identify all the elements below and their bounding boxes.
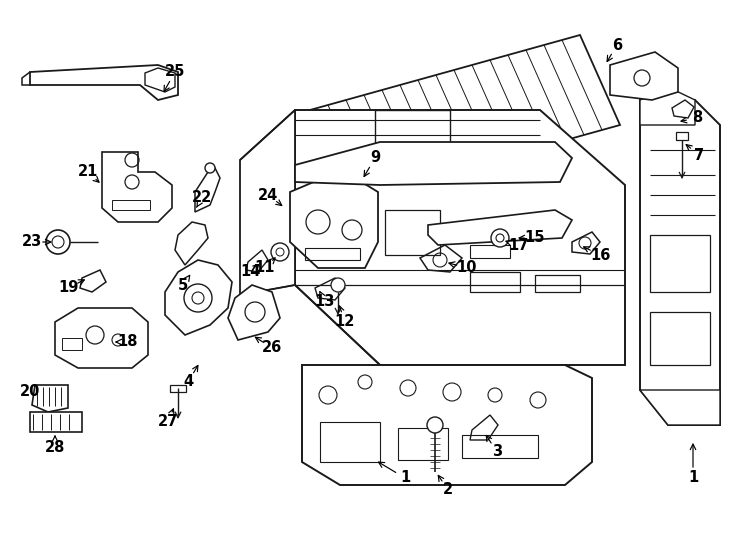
Text: 2: 2: [443, 483, 453, 497]
Text: 1: 1: [400, 470, 410, 485]
Circle shape: [46, 230, 70, 254]
Polygon shape: [640, 390, 720, 425]
Text: 27: 27: [158, 415, 178, 429]
Polygon shape: [55, 308, 148, 368]
Text: 3: 3: [492, 444, 502, 460]
Text: 14: 14: [240, 265, 260, 280]
Text: 22: 22: [192, 191, 212, 206]
Text: 12: 12: [335, 314, 355, 329]
Text: 26: 26: [262, 341, 282, 355]
Polygon shape: [640, 88, 695, 125]
Polygon shape: [240, 110, 295, 295]
Text: 23: 23: [22, 234, 42, 249]
Circle shape: [491, 229, 509, 247]
Text: 4: 4: [183, 375, 193, 389]
Circle shape: [331, 278, 345, 292]
Text: 13: 13: [315, 294, 335, 309]
Polygon shape: [610, 52, 678, 100]
Text: 11: 11: [255, 260, 275, 275]
Text: 21: 21: [78, 165, 98, 179]
Polygon shape: [310, 35, 620, 200]
Text: 6: 6: [612, 37, 622, 52]
Polygon shape: [102, 152, 172, 222]
Circle shape: [205, 163, 215, 173]
Text: 28: 28: [45, 441, 65, 456]
Text: 15: 15: [525, 231, 545, 246]
Polygon shape: [32, 385, 68, 412]
Polygon shape: [165, 260, 232, 335]
Text: 17: 17: [508, 238, 528, 253]
Polygon shape: [30, 412, 82, 432]
Text: 19: 19: [58, 280, 79, 295]
Polygon shape: [30, 65, 178, 100]
Text: 5: 5: [178, 278, 188, 293]
Text: 10: 10: [457, 260, 477, 275]
Text: 25: 25: [165, 64, 185, 79]
Polygon shape: [640, 100, 720, 425]
Text: 7: 7: [694, 147, 704, 163]
Text: 8: 8: [692, 111, 702, 125]
Text: 1: 1: [688, 470, 698, 485]
Text: 16: 16: [590, 247, 610, 262]
Polygon shape: [428, 210, 572, 245]
Circle shape: [427, 417, 443, 433]
Text: 24: 24: [258, 187, 278, 202]
Polygon shape: [302, 365, 592, 485]
Polygon shape: [295, 142, 572, 185]
Polygon shape: [295, 110, 625, 365]
Polygon shape: [228, 285, 280, 340]
Polygon shape: [290, 170, 378, 268]
Text: 20: 20: [20, 384, 40, 400]
Text: 9: 9: [370, 151, 380, 165]
Circle shape: [271, 243, 289, 261]
Text: 18: 18: [117, 334, 138, 349]
